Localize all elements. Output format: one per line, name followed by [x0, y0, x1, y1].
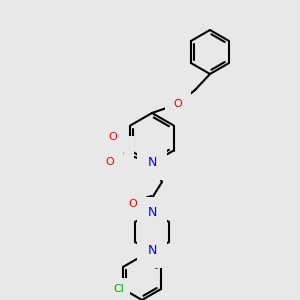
Text: O: O: [106, 157, 114, 167]
Text: N: N: [147, 206, 157, 220]
Text: O: O: [174, 99, 182, 109]
Text: N: N: [147, 157, 157, 169]
Text: N: N: [147, 244, 157, 257]
Text: S: S: [116, 146, 124, 158]
Text: Cl: Cl: [113, 284, 124, 294]
Text: O: O: [109, 132, 117, 142]
Text: O: O: [129, 199, 137, 209]
